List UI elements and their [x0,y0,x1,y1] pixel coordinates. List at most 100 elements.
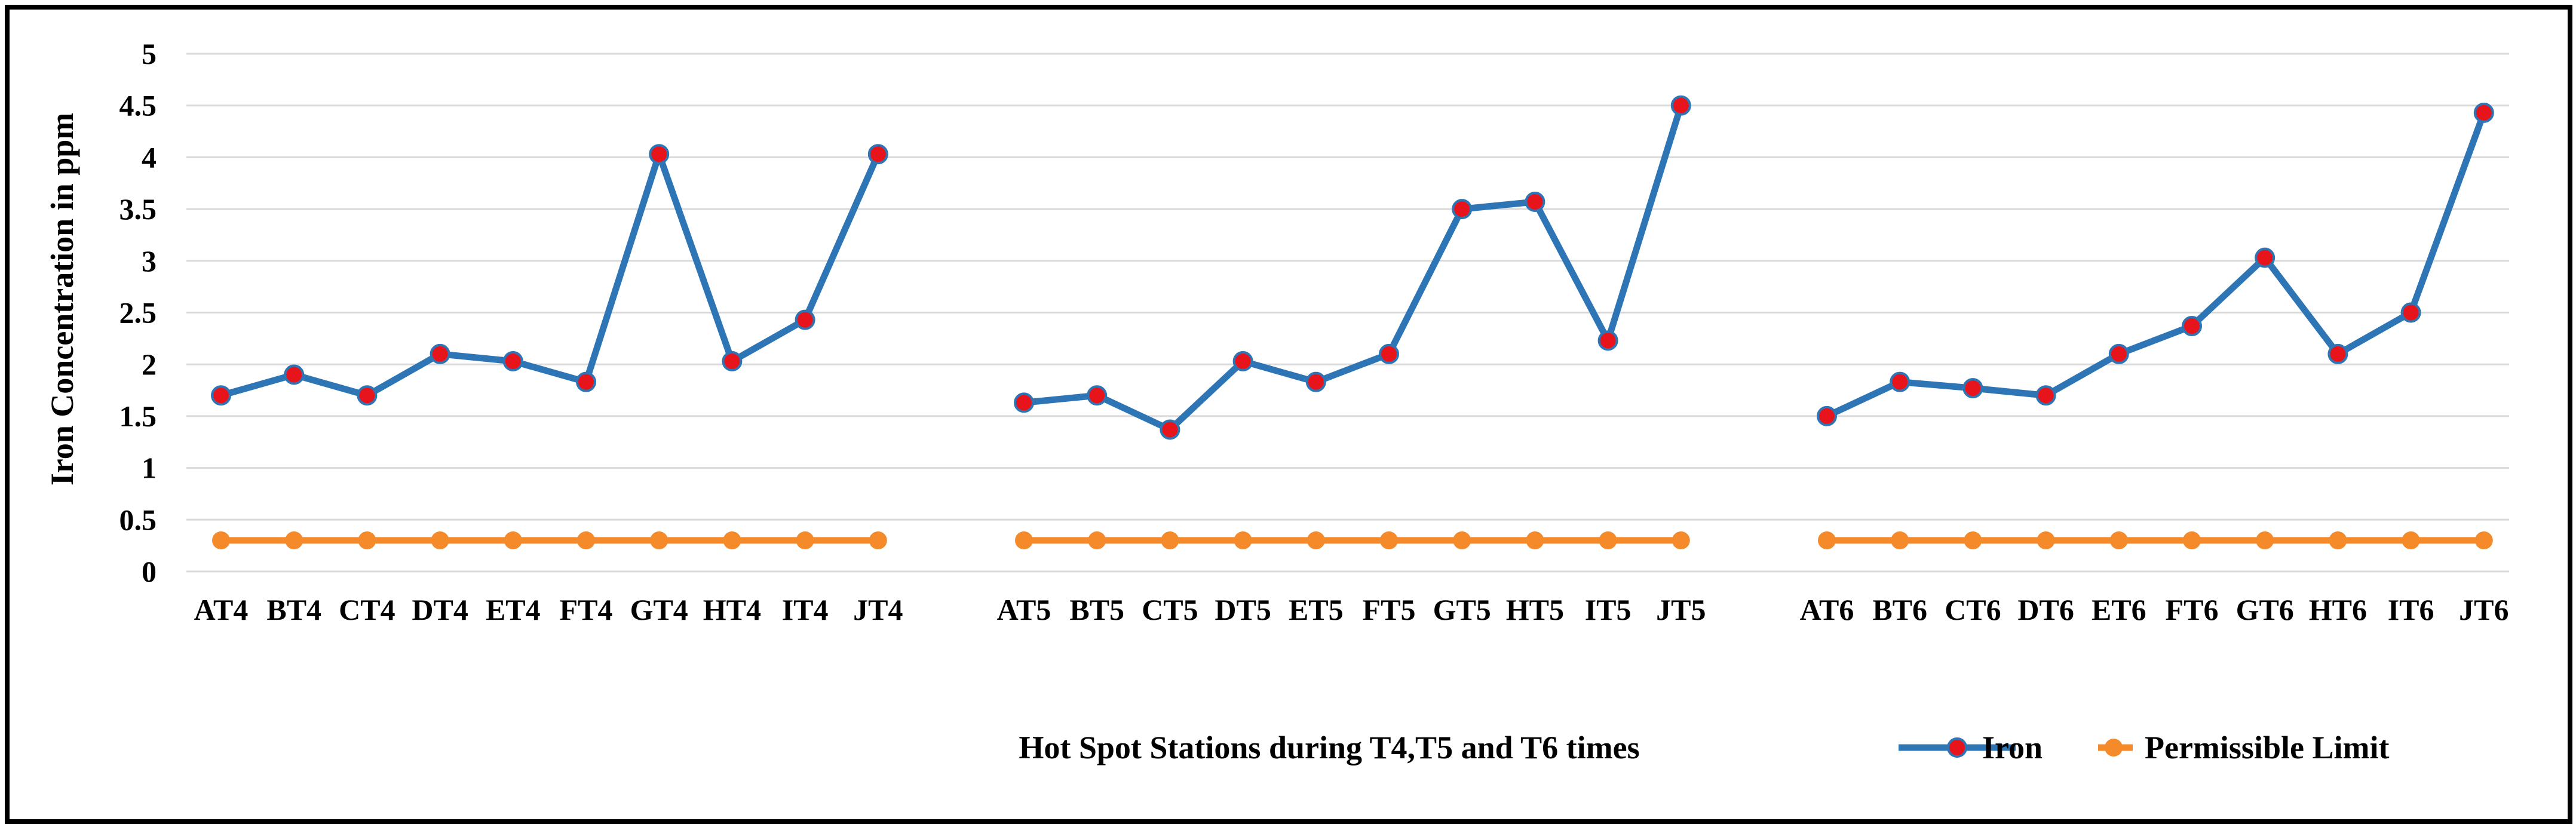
iron-point [211,385,231,406]
iron-point [1014,392,1034,413]
iron-point [1597,330,1618,351]
limit-point [1964,531,1982,549]
x-tick-label: IT6 [2388,593,2434,626]
y-tick-label: 1.5 [119,399,157,433]
limit-point [504,531,522,549]
iron-point [430,343,450,364]
x-tick-label: AT4 [194,593,249,626]
limit-point [723,531,741,549]
limit-point [1380,531,1398,549]
x-axis-ticks: AT4 BT4 CT4 DT4 ET4 FT4 GT4 HT4 IT4 JT4 AT5 BT5 CT5 D… [194,593,2509,626]
y-axis-ticks: 0 0.5 1 1.5 2 2.5 3 3.5 4 4.5 5 [119,37,157,588]
x-tick-label: JT4 [853,593,903,626]
iron-point [2327,343,2348,364]
x-tick-label: CT6 [1945,593,2001,626]
x-tick-label: AT5 [997,593,1051,626]
limit-point [1526,531,1544,549]
y-axis-label: Iron Concentration in ppm [44,113,80,486]
iron-point [2473,102,2494,123]
limit-point [650,531,668,549]
limit-point [1891,531,1909,549]
limit-point [1307,531,1325,549]
limit-point [2402,531,2420,549]
iron-point [867,144,888,165]
iron-point [2035,385,2056,406]
limit-point [431,531,449,549]
x-tick-label: AT6 [1800,593,1854,626]
legend-limit-label: Permissible Limit [2145,730,2389,765]
limit-point [1234,531,1252,549]
x-axis-label: Hot Spot Stations during T4,T5 and T6 ti… [1019,730,1639,765]
chart-frame [5,5,2572,824]
gridlines [186,53,2509,573]
x-tick-label: ET4 [486,593,541,626]
legend-iron-label: Iron [1982,730,2043,765]
x-tick-label: BT4 [266,593,321,626]
y-tick-label: 3.5 [119,192,157,226]
x-tick-label: JT5 [1656,593,1706,626]
x-tick-label: ET5 [1289,593,1344,626]
iron-point [2255,247,2276,268]
x-tick-label: FT5 [1363,593,1416,626]
iron-point [649,144,670,165]
iron-line-group-3 [1825,111,2487,419]
y-tick-label: 0 [142,555,157,588]
limit-point [1818,531,1836,549]
limit-point [577,531,595,549]
x-tick-label: CT4 [339,593,395,626]
x-tick-label: DT4 [412,593,468,626]
iron-point [2108,343,2129,364]
iron-point [2400,302,2421,323]
limit-point [358,531,376,549]
iron-point [1817,405,1837,426]
iron-point [1890,371,1910,392]
iron-point [576,371,596,392]
iron-point [284,364,305,385]
x-tick-label: FT4 [560,593,613,626]
x-tick-label: HT4 [703,593,761,626]
iron-point [1087,385,1108,406]
iron-point [1525,191,1545,212]
x-tick-label: DT6 [2017,593,2074,626]
limit-point [2256,531,2274,549]
iron-point [1670,95,1691,116]
legend: Iron Permissible Limit [1899,730,2389,765]
y-tick-label: 2 [142,348,157,381]
limit-point [1015,531,1033,549]
iron-point [502,350,523,371]
legend-item-permissible-limit: Permissible Limit [2098,730,2389,765]
limit-point [869,531,887,549]
iron-point [1379,343,1399,364]
limit-point [1161,531,1179,549]
limit-point [1672,531,1690,549]
limit-point [2474,531,2493,549]
x-tick-label: GT5 [1433,593,1491,626]
limit-point [2037,531,2055,549]
limit-point [285,531,303,549]
y-tick-label: 4.5 [119,89,157,122]
iron-line-group-1 [220,150,881,399]
limit-point [2109,531,2128,549]
x-tick-label: HT6 [2309,593,2367,626]
iron-point [722,350,743,371]
iron-point [1305,371,1326,392]
limit-point [796,531,814,549]
x-tick-label: JT6 [2459,593,2508,626]
x-tick-label: BT5 [1069,593,1124,626]
legend-limit-marker [2105,739,2123,757]
y-tick-label: 1 [142,451,157,485]
x-tick-label: FT6 [2166,593,2219,626]
y-tick-label: 0.5 [119,503,157,536]
x-tick-label: GT6 [2236,593,2294,626]
y-tick-label: 5 [142,37,157,70]
iron-point [1160,419,1180,440]
x-tick-label: GT4 [630,593,688,626]
x-tick-label: IT5 [1585,593,1632,626]
iron-point [1452,199,1473,220]
limit-point [2183,531,2201,549]
limit-point [1453,531,1471,549]
limit-point [2329,531,2347,549]
limit-point [1088,531,1106,549]
series-layer [211,95,2494,549]
y-tick-label: 2.5 [119,296,157,330]
